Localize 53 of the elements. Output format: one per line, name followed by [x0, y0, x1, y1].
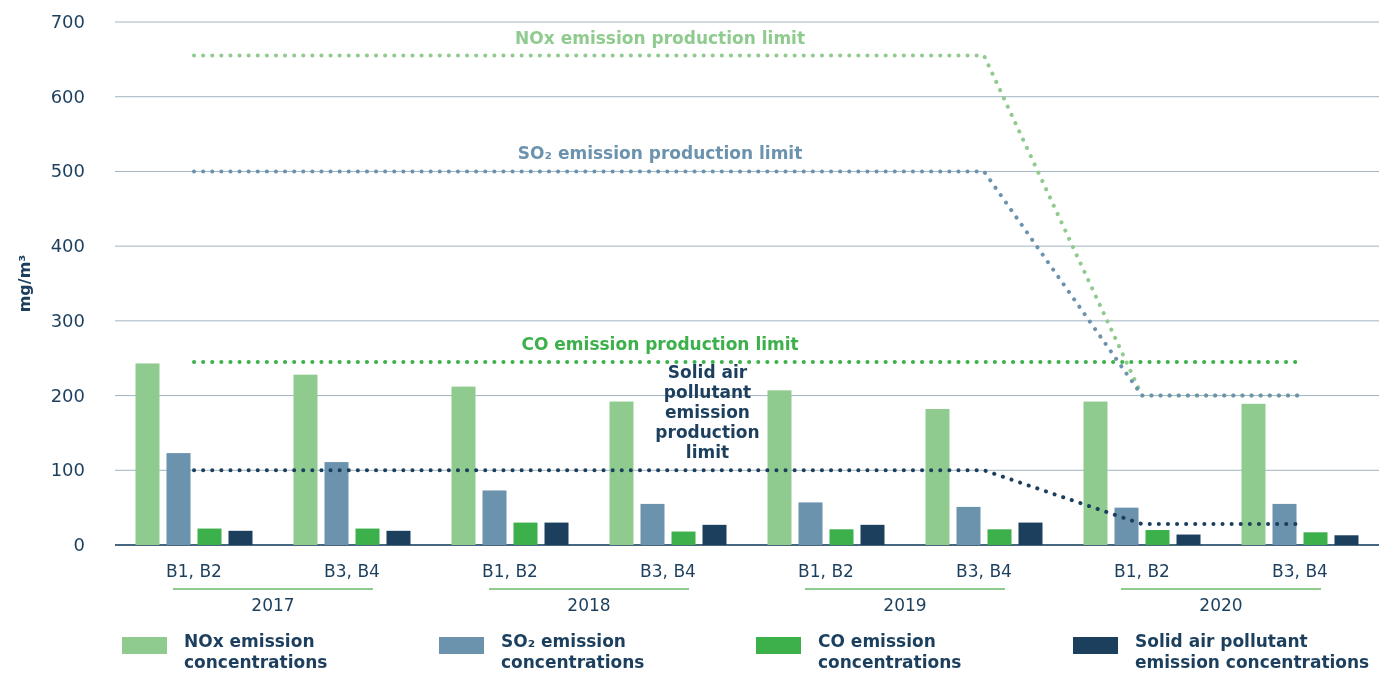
- series-label: Solid air pollutant emission production limit: [655, 362, 760, 463]
- x-tick-label: B3, B4: [640, 561, 696, 581]
- y-tick-label: 500: [50, 160, 85, 182]
- x-tick-label: B1, B2: [166, 561, 222, 581]
- bar: [451, 386, 476, 545]
- bar: [767, 390, 792, 545]
- bar: [513, 522, 538, 545]
- bar: [166, 453, 191, 545]
- y-tick-label: 700: [50, 11, 85, 32]
- x-tick-label: B1, B2: [798, 561, 854, 581]
- bar: [1241, 403, 1266, 545]
- bar: [1083, 401, 1108, 545]
- bar: [987, 529, 1012, 545]
- legend-label: SO₂ emission concentrations: [501, 631, 645, 672]
- bar: [135, 363, 160, 545]
- bar: [829, 529, 854, 545]
- bar: [482, 490, 507, 545]
- series-label: NOx emission production limit: [515, 27, 806, 48]
- y-tick-label: 400: [50, 235, 85, 257]
- legend-label: NOx emission concentrations: [184, 631, 328, 672]
- x-tick-label: B1, B2: [482, 561, 538, 581]
- bar: [798, 502, 823, 545]
- x-tick-label: B3, B4: [324, 561, 380, 581]
- y-tick-label: 200: [50, 384, 85, 406]
- text: 2017: [251, 595, 295, 615]
- bar: [293, 374, 318, 545]
- x-tick-label: B3, B4: [1272, 561, 1328, 581]
- y-axis-title: mg/m³: [15, 254, 34, 313]
- bar: [1303, 532, 1328, 545]
- bar: [355, 528, 380, 545]
- bar: [1114, 507, 1139, 545]
- y-tick-label: 0: [73, 534, 85, 555]
- bar: [925, 409, 950, 545]
- bar: [1272, 503, 1297, 545]
- y-tick-label: 600: [50, 85, 85, 107]
- series-label: CO emission production limit: [521, 333, 799, 354]
- text: 2020: [1199, 595, 1243, 615]
- bar: [956, 506, 981, 545]
- bar: [1145, 530, 1170, 545]
- text: 2018: [567, 595, 611, 615]
- series-label: SO₂ emission production limit: [517, 143, 803, 164]
- bar: [671, 531, 696, 545]
- legend-label: Solid air pollutant emission concentrations: [1135, 631, 1370, 672]
- legend-label: CO emission concentrations: [818, 631, 962, 672]
- bar: [609, 401, 634, 545]
- bar: [324, 462, 349, 545]
- bar: [197, 528, 222, 545]
- y-tick-label: 300: [50, 309, 85, 331]
- y-tick-label: 100: [50, 459, 85, 481]
- x-tick-label: B3, B4: [956, 561, 1012, 581]
- x-tick-label: B1, B2: [1114, 561, 1170, 581]
- bar: [640, 503, 665, 545]
- text: 2019: [883, 595, 927, 615]
